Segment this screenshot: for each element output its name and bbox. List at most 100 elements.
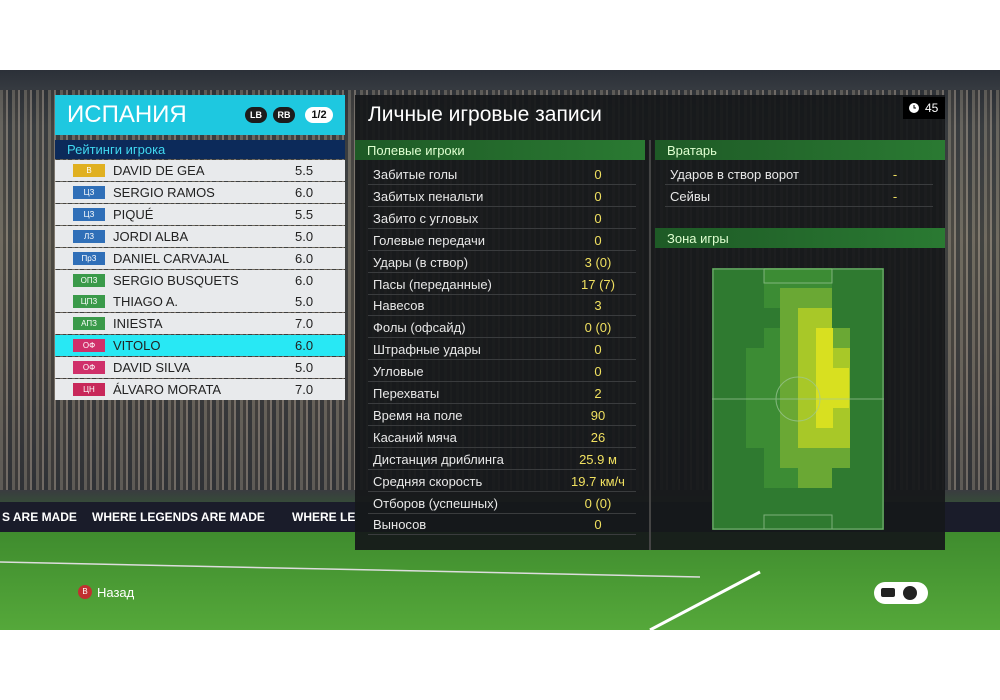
stat-value: 25.9 м xyxy=(579,451,617,467)
stat-label: Касаний мяча xyxy=(373,429,457,445)
stat-row: Касаний мяча 26 xyxy=(368,426,636,448)
clock-icon xyxy=(909,103,919,113)
stat-value: 0 xyxy=(594,364,602,380)
stat-label: Голевые передачи xyxy=(373,232,486,248)
player-row[interactable]: ПрЗ DANIEL CARVAJAL 6.0 xyxy=(55,247,345,269)
stat-value: 0 xyxy=(594,210,602,226)
player-row[interactable]: ЛЗ JORDI ALBA 5.0 xyxy=(55,225,345,247)
player-rating: 6.0 xyxy=(295,272,314,288)
stat-value: 0 xyxy=(594,167,602,182)
stat-label: Забитые голы xyxy=(373,167,458,182)
team-header: ИСПАНИЯ LB RB 1/2 xyxy=(55,95,345,135)
stat-value: 0 xyxy=(594,342,602,358)
lb-button[interactable]: LB xyxy=(245,107,267,123)
player-rating: 5.0 xyxy=(295,360,314,376)
position-badge: ЦПЗ xyxy=(73,295,105,309)
record-panel: Личные игровые записи 45 Полевые игроки … xyxy=(355,95,945,550)
stat-label: Фолы (офсайд) xyxy=(373,320,466,336)
stat-value: - xyxy=(892,167,898,182)
stat-row: Удары (в створ) 3 (0) xyxy=(368,251,636,273)
player-rating: 7.0 xyxy=(295,316,314,332)
player-row[interactable]: ЦЗ SERGIO RAMOS 6.0 xyxy=(55,181,345,203)
player-name: INIESTA xyxy=(113,316,163,332)
banner-text: WHERE LEGENDS ARE MADE xyxy=(92,510,265,524)
stat-value: 3 (0) xyxy=(584,254,612,270)
player-row[interactable]: ОФ DAVID SILVA 5.0 xyxy=(55,357,345,379)
stat-row: Забито с угловых 0 xyxy=(368,207,636,229)
stat-row: Штрафные удары 0 xyxy=(368,338,636,361)
back-button-icon[interactable]: B xyxy=(78,585,92,599)
player-rating: 7.0 xyxy=(295,382,314,397)
stat-label: Навесов xyxy=(373,298,425,314)
player-rating: 5.0 xyxy=(295,228,314,244)
stat-row: Забитые голы 0 xyxy=(368,163,636,185)
player-row[interactable]: ЦЗ PIQUÉ 5.5 xyxy=(55,203,345,225)
player-name: DAVID DE GEA xyxy=(113,163,205,178)
player-row[interactable]: ЦПЗ THIAGO A. 5.0 xyxy=(55,291,345,313)
stat-label: Отборов (успешных) xyxy=(373,495,498,511)
player-name: DAVID SILVA xyxy=(113,360,191,376)
position-badge: ЛЗ xyxy=(73,229,105,243)
stat-value: 90 xyxy=(590,407,606,423)
stat-label: Угловые xyxy=(373,364,424,380)
stat-value: 0 (0) xyxy=(584,495,612,511)
player-name: SERGIO RAMOS xyxy=(113,184,215,200)
player-rating: 6.0 xyxy=(295,184,314,200)
stat-row: Навесов 3 xyxy=(368,294,636,317)
position-badge: ОФ xyxy=(73,361,105,375)
player-row[interactable]: ОФ VITOLO 6.0 xyxy=(55,335,345,357)
stat-label: Штрафные удары xyxy=(373,342,481,358)
page-indicator: 1/2 xyxy=(305,107,333,123)
player-row[interactable]: ЦН ÁLVARO MORATA 7.0 xyxy=(55,379,345,400)
position-badge: ЦЗ xyxy=(73,207,105,221)
stat-row: Сейвы - xyxy=(665,185,933,207)
ratings-title: Рейтинги игрока xyxy=(55,140,345,159)
position-badge: АПЗ xyxy=(73,317,105,331)
heatmap xyxy=(712,268,884,530)
stat-label: Средняя скорость xyxy=(373,473,483,489)
player-row[interactable]: АПЗ INIESTA 7.0 xyxy=(55,313,345,335)
stat-row: Пасы (переданные) 17 (7) xyxy=(368,273,636,295)
stat-label: Дистанция дриблинга xyxy=(373,451,504,467)
position-badge: ПрЗ xyxy=(73,251,105,265)
player-row[interactable]: ОПЗ SERGIO BUSQUETS 6.0 xyxy=(55,269,345,291)
player-name: SERGIO BUSQUETS xyxy=(113,272,239,288)
stat-value: 3 xyxy=(594,298,602,314)
player-name: JORDI ALBA xyxy=(113,228,189,244)
stat-row: Голевые передачи 0 xyxy=(368,229,636,251)
player-name: DANIEL CARVAJAL xyxy=(113,250,230,266)
stat-label: Удары (в створ) xyxy=(373,254,469,270)
stat-row: Выносов 0 xyxy=(368,513,636,536)
stat-row: Отборов (успешных) 0 (0) xyxy=(368,492,636,514)
stat-label: Забито с угловых xyxy=(373,210,479,226)
position-badge: ОПЗ xyxy=(73,273,105,287)
stat-row: Ударов в створ ворот - xyxy=(665,163,933,185)
stat-row: Забитых пенальти 0 xyxy=(368,185,636,207)
player-rating: 6.0 xyxy=(295,338,314,354)
position-badge: В xyxy=(73,164,105,177)
divider xyxy=(649,140,651,550)
stat-label: Забитых пенальти xyxy=(373,188,484,204)
player-name: THIAGO A. xyxy=(113,294,179,310)
position-badge: ЦЗ xyxy=(73,185,105,199)
record-title: Личные игровые записи xyxy=(368,103,602,126)
stat-value: 2 xyxy=(594,386,602,401)
stat-value: 19.7 км/ч xyxy=(571,473,625,489)
rb-button[interactable]: RB xyxy=(273,107,295,123)
stat-value: - xyxy=(892,188,898,204)
timer: 45 xyxy=(903,97,945,119)
stat-row: Дистанция дриблинга 25.9 м xyxy=(368,448,636,470)
back-label[interactable]: Назад xyxy=(97,585,135,600)
stat-row: Время на поле 90 xyxy=(368,404,636,426)
stat-label: Выносов xyxy=(373,517,427,533)
stat-value: 0 xyxy=(594,232,602,248)
player-name: ÁLVARO MORATA xyxy=(113,382,222,397)
banner-text: S ARE MADE xyxy=(2,510,77,524)
stat-value: 17 (7) xyxy=(581,276,615,292)
stat-label: Перехваты xyxy=(373,386,440,401)
player-name: PIQUÉ xyxy=(113,206,154,222)
banner-text: WHERE LE xyxy=(292,510,356,524)
player-row[interactable]: В DAVID DE GEA 5.5 xyxy=(55,160,345,181)
player-name: VITOLO xyxy=(113,338,161,354)
